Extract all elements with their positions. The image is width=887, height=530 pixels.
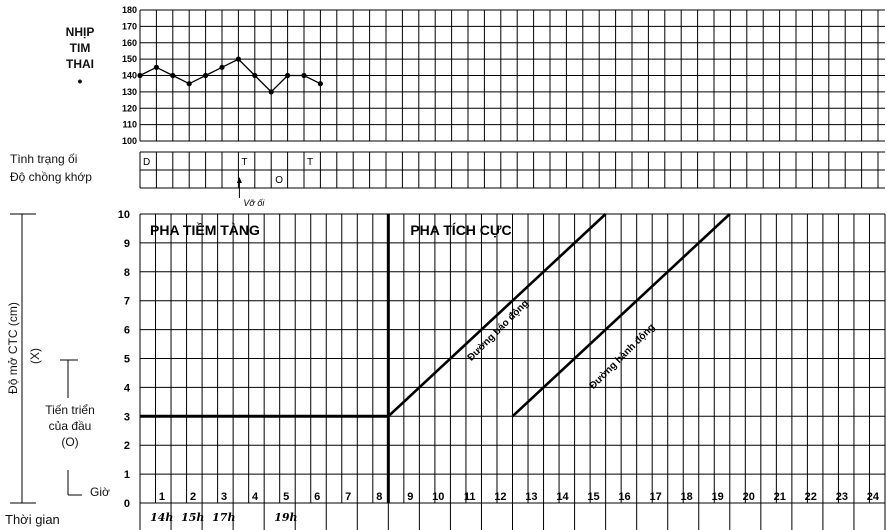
cervix-y-tick-label: 0 [124, 498, 130, 510]
hour-label: 3 [221, 491, 227, 503]
fhr-title-line-2: TIM [69, 41, 91, 55]
cervix-y-tick-label: 10 [118, 209, 130, 221]
hour-label: 7 [345, 491, 351, 503]
fhr-point [285, 72, 291, 79]
fhr-line [139, 58, 321, 93]
hour-label: 16 [618, 491, 630, 503]
clock-time-label: 17h [212, 511, 235, 524]
cervix-y-tick-label: 7 [124, 296, 130, 308]
hour-label: 13 [525, 491, 537, 503]
hour-label: 22 [805, 491, 817, 503]
action-line [511, 213, 731, 418]
fhr-y-tick-label: 110 [122, 120, 137, 130]
moulding-label: Độ chồng khớp [10, 170, 92, 184]
cervix-y-tick-label: 1 [124, 469, 130, 481]
alert-line [387, 213, 607, 418]
action-line-label: Đường hành động [588, 322, 658, 392]
fhr-y-tick-label: 180 [122, 5, 137, 15]
active-phase-label: PHA TÍCH CỰC [410, 222, 511, 238]
hour-label: 20 [743, 491, 755, 503]
membrane-cell-text: T [307, 157, 313, 168]
time-label: Thời gian [5, 512, 60, 527]
hour-label: 1 [159, 491, 165, 503]
fhr-y-tick-label: 150 [122, 54, 137, 64]
cervix-y-tick-label: 8 [124, 267, 130, 279]
head-progress-line-3: (O) [61, 435, 79, 449]
hour-label: 5 [283, 491, 289, 503]
fhr-bullet-icon: • [77, 73, 83, 89]
fhr-y-tick-label: 100 [122, 136, 137, 146]
fhr-y-tick-label: 140 [122, 71, 137, 81]
hour-label: 6 [314, 491, 320, 503]
cervix-y-tick-label: 5 [124, 354, 130, 366]
fhr-point [170, 72, 176, 79]
hour-label: 17 [649, 491, 661, 503]
fhr-point [235, 56, 241, 62]
rupture-note: Vỡ ối [243, 198, 265, 208]
cervix-y-tick-label: 4 [124, 382, 131, 394]
clock-time-label: 19h [274, 511, 297, 524]
hour-label: 14 [556, 491, 569, 503]
latent-phase-label: PHA TIỀM TÀNG [150, 222, 260, 238]
cervix-y-tick-label: 6 [124, 325, 130, 337]
fhr-y-tick-label: 170 [122, 21, 137, 31]
hour-label: 2 [190, 491, 196, 503]
head-progress-label: Tiến triển của đầu (O) [30, 402, 110, 450]
cervix-y-tick-label: 3 [124, 411, 130, 423]
head-progress-line-2: của đầu [48, 419, 92, 433]
hour-label: 11 [464, 491, 476, 503]
membrane-cell-text: T [241, 157, 247, 168]
fhr-title: NHỊP TIM THAI • [52, 24, 108, 90]
hour-label: 8 [376, 491, 382, 503]
fhr-y-tick-label: 130 [122, 87, 137, 97]
fhr-point [219, 64, 225, 70]
membrane-status-label: Tình trạng ối [10, 152, 78, 166]
hour-label: 12 [494, 491, 506, 503]
hour-label: 15 [587, 491, 599, 503]
head-progress-line-1: Tiến triển [45, 403, 95, 417]
alert-line-label: Đường báo động [466, 298, 531, 363]
fhr-point [268, 89, 274, 95]
hour-label: 24 [867, 491, 880, 503]
cervix-y-tick-label: 9 [124, 238, 130, 250]
fhr-point [317, 81, 323, 87]
fhr-point [252, 72, 258, 79]
hours-label: Giờ [90, 485, 110, 499]
hour-label: 21 [774, 491, 786, 503]
cervix-y-tick-label: 2 [124, 440, 130, 452]
fhr-point [203, 72, 209, 79]
moulding-cell-text: O [275, 175, 283, 186]
clock-time-label: 15h [181, 511, 204, 524]
fhr-title-line-1: NHỊP [65, 25, 95, 39]
fhr-point [186, 81, 192, 87]
fhr-point [153, 64, 159, 70]
hour-label: 4 [252, 491, 259, 503]
rupture-arrowhead [236, 177, 242, 183]
hour-label: 19 [712, 491, 724, 503]
fhr-title-line-3: THAI [66, 57, 94, 71]
hour-label: 18 [681, 491, 693, 503]
fhr-y-tick-label: 160 [122, 38, 137, 48]
fhr-point [137, 72, 143, 79]
hour-label: 9 [407, 491, 413, 503]
hour-label: 23 [836, 491, 848, 503]
membrane-cell-text: D [143, 157, 150, 168]
clock-time-label: 14h [150, 511, 173, 524]
hour-label: 10 [432, 491, 444, 503]
fhr-point [301, 72, 307, 79]
fhr-y-tick-label: 120 [122, 103, 137, 113]
